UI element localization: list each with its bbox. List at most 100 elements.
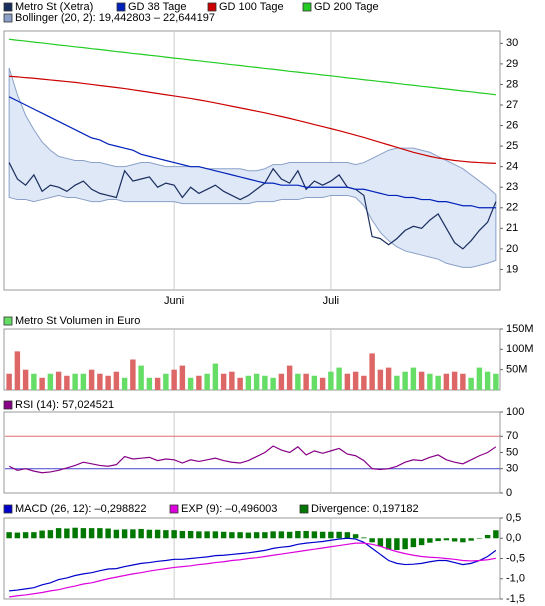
series-line xyxy=(9,542,496,598)
bar xyxy=(113,371,120,390)
bar xyxy=(385,538,392,550)
bar xyxy=(196,375,202,390)
bar xyxy=(253,373,260,390)
legend-swatch xyxy=(3,504,13,514)
bar xyxy=(171,530,177,539)
bar xyxy=(435,538,441,542)
bar xyxy=(328,371,334,390)
y-tick-label: 26 xyxy=(506,119,518,131)
bar xyxy=(105,375,111,390)
bar xyxy=(460,373,466,390)
bar xyxy=(427,373,433,390)
bar xyxy=(72,373,78,390)
bar xyxy=(262,532,268,539)
bar xyxy=(278,373,285,390)
bar xyxy=(369,538,375,543)
bar xyxy=(270,531,276,539)
bar xyxy=(303,373,309,390)
bar xyxy=(88,528,95,539)
bar xyxy=(394,375,400,390)
y-tick-label: 100M xyxy=(506,343,534,355)
bar xyxy=(253,532,260,539)
legend-label: MACD (26, 12): –0,298822 xyxy=(15,503,146,515)
y-tick-label: 22 xyxy=(506,202,518,214)
bar xyxy=(476,367,483,390)
bar xyxy=(443,538,450,541)
bar xyxy=(377,369,384,390)
series-line xyxy=(9,75,496,164)
bar xyxy=(262,375,268,390)
bar xyxy=(311,531,318,539)
y-tick-label: 27 xyxy=(506,99,518,111)
legend-label: GD 200 Tage xyxy=(314,1,379,13)
bar xyxy=(97,373,103,390)
bar xyxy=(64,528,70,539)
bar xyxy=(418,371,425,390)
bar xyxy=(229,532,235,539)
bar xyxy=(402,538,408,550)
bar xyxy=(204,373,210,390)
plot-frame xyxy=(3,328,501,391)
bar xyxy=(179,530,186,539)
y-tick-label: 30 xyxy=(506,463,518,475)
bar xyxy=(14,532,21,539)
bar xyxy=(146,529,153,539)
bar xyxy=(476,538,483,539)
bar xyxy=(319,377,326,390)
bar xyxy=(130,359,136,390)
bar xyxy=(237,377,243,390)
y-tick-label: 23 xyxy=(506,181,518,193)
y-tick-label: 21 xyxy=(506,222,518,234)
bar xyxy=(377,538,384,547)
bar xyxy=(113,529,120,539)
bar xyxy=(187,377,194,390)
series-line xyxy=(8,162,497,250)
bar xyxy=(303,530,309,539)
y-tick-label: 0 xyxy=(506,487,512,499)
bar xyxy=(410,538,417,548)
bar xyxy=(311,375,318,390)
bar xyxy=(286,365,293,390)
bar xyxy=(270,377,276,390)
bar xyxy=(336,531,342,539)
bar xyxy=(179,365,186,390)
legend-label: GD 38 Tage xyxy=(128,1,187,13)
y-tick-label: 28 xyxy=(506,78,518,90)
bar xyxy=(97,528,103,539)
y-tick-label: 0,0 xyxy=(506,532,521,544)
y-tick-label: 50 xyxy=(506,446,518,458)
bar xyxy=(418,538,425,546)
bar xyxy=(80,528,87,539)
bar xyxy=(220,373,227,390)
y-tick-label: -1,5 xyxy=(506,593,525,605)
legend-label: EXP (9): –0,496003 xyxy=(181,503,277,515)
bar xyxy=(484,371,491,390)
bar xyxy=(484,535,491,539)
legend-label: Metro St (Xetra) xyxy=(15,1,93,13)
bar xyxy=(352,371,359,390)
legend-swatch xyxy=(3,316,13,326)
bar xyxy=(212,531,219,539)
bar xyxy=(435,375,441,390)
y-tick-label: 25 xyxy=(506,140,518,152)
bar xyxy=(344,373,351,390)
bar xyxy=(493,373,499,390)
bar xyxy=(154,529,161,539)
bar xyxy=(14,351,21,390)
bar xyxy=(154,377,161,390)
bar xyxy=(47,373,54,390)
bar xyxy=(64,375,70,390)
bar xyxy=(6,532,12,539)
bar xyxy=(121,377,128,390)
y-tick-label: 20 xyxy=(506,243,518,255)
bar xyxy=(427,538,433,543)
bar xyxy=(468,538,474,541)
bar xyxy=(88,369,95,390)
y-tick-label: 29 xyxy=(506,58,518,70)
legend-swatch xyxy=(299,504,309,514)
bar xyxy=(6,373,12,390)
bar xyxy=(460,538,466,543)
bar xyxy=(138,528,144,539)
bar xyxy=(361,375,367,390)
